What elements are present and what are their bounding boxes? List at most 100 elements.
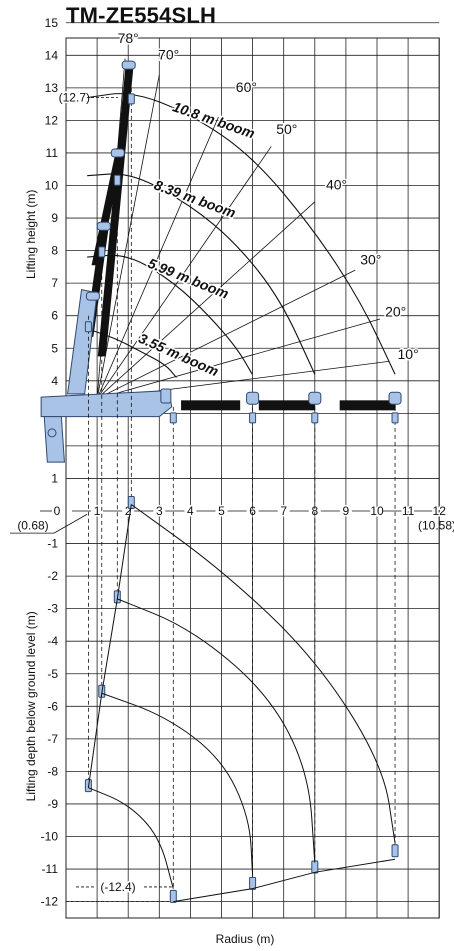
envelope-8-39-m-boom [87,173,316,375]
angle-line [96,318,381,400]
grid [65,22,440,918]
x-tick-label: 9 [343,504,350,518]
crane-base-boom [40,390,173,418]
x-tick-label: 2 [125,504,132,518]
y-tick-label: -7 [47,732,58,746]
hook-ropes [87,87,396,899]
hook-block [249,876,257,890]
hook-block [249,412,257,424]
x-tick-label: 10 [370,504,384,518]
boom-section-horizontal [258,400,315,411]
x-tick-label: 8 [311,504,318,518]
zero-tick-label: 0 [54,504,61,518]
boom-section-horizontal [339,400,396,411]
hook-block [113,174,121,186]
y-tick-label: -5 [47,667,58,681]
envelope-3-55-m-boom [86,328,177,378]
crane-raised-boom [66,289,98,395]
angle-line [96,74,160,399]
hook-block [98,246,106,258]
depth-envelope [101,692,254,876]
boom-tip [110,148,125,158]
y-tick-label: -4 [47,634,58,648]
y-axis-label-depth: Lifting depth below ground level (m) [24,611,38,801]
angle-label: 70° [158,46,179,62]
min-radius-leader [53,513,88,534]
y-axis-label-height: Lifting height (m) [24,190,38,279]
hook-block [169,412,177,424]
y-tick-label: -1 [47,537,58,551]
boom-section-horizontal [181,400,241,411]
crane-pivot [47,428,57,438]
depth-envelopes [88,504,396,889]
x-tick-label: 4 [187,504,194,518]
chart-title: TM-ZE554SLH [66,3,217,28]
y-tick-label: -6 [47,699,58,713]
x-tick-label: 12 [433,504,447,518]
hook-block [169,889,177,903]
plot-border [65,37,440,919]
y-tick-label: 15 [45,16,59,30]
y-tick-label: 9 [51,211,58,225]
x-tick-label: 3 [156,504,163,518]
angle-line [96,201,316,399]
boom-label: 3.55 m boom [136,330,221,379]
depth-envelope [88,787,174,889]
hook-block [391,412,399,424]
boom-head [160,388,172,404]
annotation-max-height: (12.7) [59,91,90,105]
boom-tip [308,391,322,405]
crane-illustration [40,60,402,463]
angle-label: 50° [276,121,297,137]
boom-label: 10.8 m boom [171,98,257,141]
hook-block [391,844,399,858]
annotation-min-radius: (0.68) [17,519,48,533]
boom-label: 8.39 m boom [152,177,238,221]
y-tick-label: 1 [51,471,58,485]
y-tick-label: -9 [47,797,58,811]
angle-line [96,269,356,400]
angle-label: 60° [236,79,257,95]
boom-tip [388,391,402,405]
y-tick-label: -10 [41,830,59,844]
crane-column [43,416,65,463]
boom-label: 5.99 m boom [146,255,231,302]
angle-label: 30° [360,251,381,267]
y-tick-label: 14 [45,48,59,62]
y-tick-label: 6 [51,309,58,323]
y-tick-label: 12 [45,113,59,127]
depth-envelope [117,598,316,863]
y-tick-label: 7 [51,276,58,290]
boom-tip [246,391,260,405]
angle-label: 40° [326,177,347,193]
y-tick-label: 10 [45,179,59,193]
envelope-10-8-m-boom [87,93,396,375]
x-tick-label: 6 [249,504,256,518]
angle-label: 78° [118,30,139,46]
boom-tip [96,221,111,231]
x-tick-label: 1 [94,504,101,518]
boom-tip [85,291,100,301]
y-tick-label: -2 [47,569,58,583]
boom-section-raised [97,63,134,357]
hook-block [311,412,319,424]
y-tick-label: 13 [45,81,59,95]
x-tick-label: 5 [218,504,225,518]
y-tick-label: 4 [51,374,58,388]
angle-label: 10° [398,346,419,362]
annotation-max-radius: (10.58) [418,519,454,533]
y-tick-label: 11 [46,146,59,160]
y-tick-label: -11 [42,862,59,876]
depth-envelope-bottom [173,858,396,903]
hook-block [84,321,92,333]
hook-block [311,860,319,874]
x-tick-label: 11 [402,504,415,518]
y-tick-label: -12 [41,895,59,909]
y-tick-label: -3 [47,602,58,616]
y-tick-label: 5 [51,341,58,355]
depth-envelope-left [87,504,132,788]
angle-label: 20° [385,303,406,319]
y-tick-label: 8 [51,244,58,258]
x-axis-label: Radius (m) [216,932,275,946]
